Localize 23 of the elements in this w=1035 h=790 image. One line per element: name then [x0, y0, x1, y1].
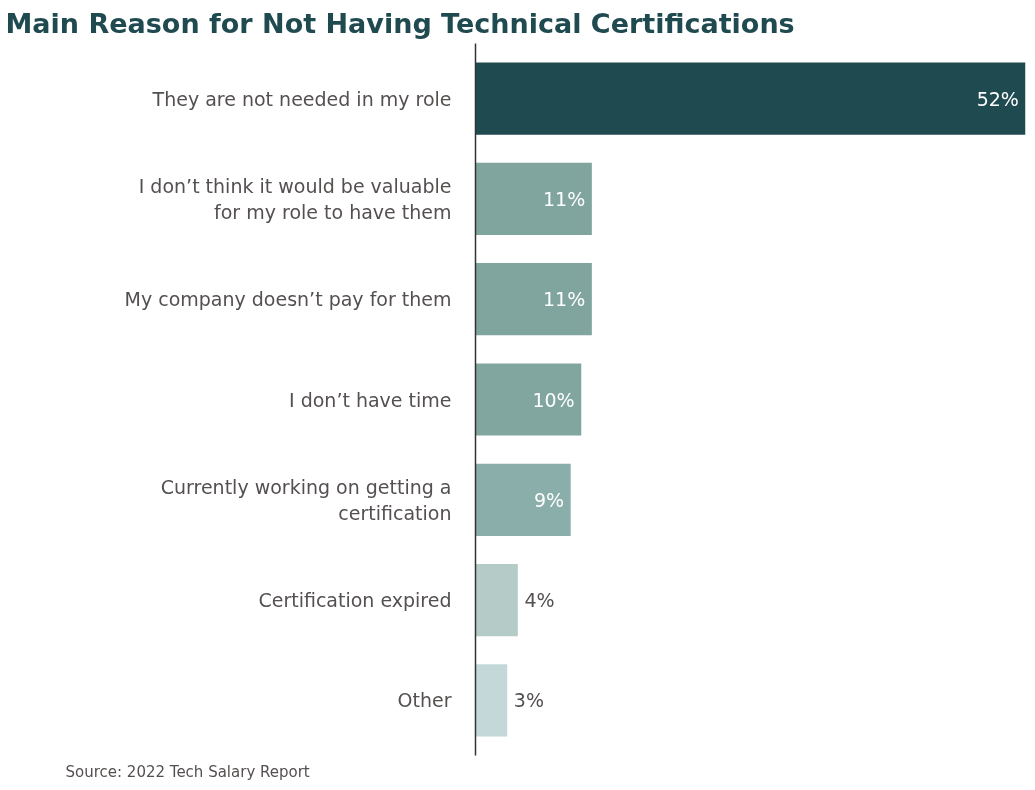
bar [475, 463, 571, 536]
bar [475, 62, 1026, 135]
data-label: 10% [532, 388, 575, 411]
source-note: Source: 2022 Tech Salary Report [65, 762, 310, 781]
bar [475, 162, 592, 236]
y-tick-label: I don’t have time [289, 388, 452, 411]
bar [475, 563, 518, 637]
chart-title: Main Reason for Not Having Technical Certifications [5, 7, 795, 39]
data-label: 3% [513, 689, 544, 712]
y-tick-label: They are not needed in my role [151, 87, 452, 110]
data-label: 9% [533, 488, 565, 511]
data-label: 11% [543, 187, 586, 210]
bar [475, 664, 508, 737]
y-tick-label: Certification expired [258, 589, 452, 612]
data-label: 52% [976, 87, 1019, 110]
y-tick-label: I don’t think it would be valuable for my role to have them [138, 174, 452, 224]
y-tick-label: Currently working on getting a certification [160, 475, 452, 524]
y-tick-label: Other [397, 689, 452, 712]
bar [475, 263, 592, 336]
data-label: 4% [524, 589, 555, 612]
data-label: 11% [543, 288, 586, 311]
bar [475, 363, 582, 436]
y-tick-label: My company doesn’t pay for them [124, 288, 452, 311]
